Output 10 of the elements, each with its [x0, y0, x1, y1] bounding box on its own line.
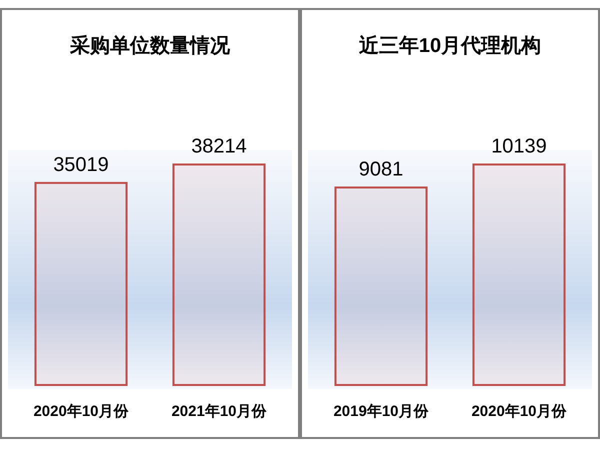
data-label: 38214 [191, 136, 247, 158]
data-label: 10139 [491, 136, 547, 158]
data-label: 35019 [53, 154, 109, 176]
x-tick-label: 2020年10月份 [471, 403, 568, 420]
x-tick-label: 2020年10月份 [33, 403, 130, 420]
x-tick-label: 2019年10月份 [333, 403, 430, 420]
chart-title: 采购单位数量情况 [69, 34, 231, 57]
chart-title: 近三年10月代理机构 [358, 34, 542, 57]
data-label: 9081 [358, 158, 404, 181]
x-tick-label: 2021年10月份 [171, 403, 268, 420]
